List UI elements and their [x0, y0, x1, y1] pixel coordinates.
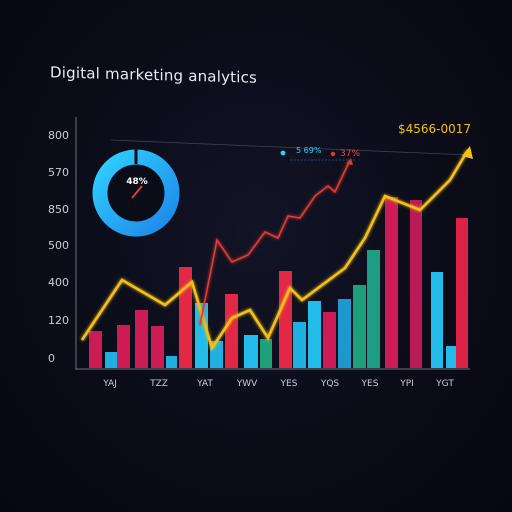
red-trend-line [199, 159, 351, 326]
bar [323, 312, 336, 368]
x-tick-label: YAJ [102, 379, 117, 389]
bar [446, 346, 456, 368]
bar [105, 352, 117, 368]
x-tick-label: YPI [399, 379, 414, 389]
bar [135, 310, 148, 368]
top-guide-line [109, 139, 471, 156]
bar [151, 326, 164, 368]
y-tick-label: 500 [48, 239, 69, 252]
cyan-annotation: 5 69% [296, 146, 322, 155]
red-arrowhead [346, 158, 353, 165]
x-tick-label: YQS [320, 379, 340, 389]
bar [279, 271, 292, 368]
gold-arrowhead [462, 146, 473, 159]
x-tick-label: YWV [236, 379, 258, 389]
bar [244, 335, 258, 368]
red-annotation: 37% [340, 149, 360, 159]
x-tick-label: YES [280, 379, 298, 389]
bar [308, 301, 321, 368]
bar [117, 325, 130, 368]
bar [166, 356, 177, 368]
bar [260, 339, 272, 368]
bar [385, 197, 398, 368]
donut-label: 48% [126, 177, 148, 187]
red-marker-dot [330, 151, 336, 157]
bar [456, 218, 468, 368]
x-tick-label: YGT [435, 379, 454, 389]
y-tick-label: 0 [48, 352, 55, 365]
bar [431, 272, 443, 368]
y-tick-label: 850 [48, 203, 69, 216]
bar [338, 299, 351, 368]
y-tick-label: 570 [48, 166, 69, 179]
bar [353, 285, 366, 368]
bar [195, 303, 208, 368]
donut-pointer [131, 185, 143, 199]
donut-chart: 48% [92, 148, 180, 237]
x-tick-label: YES [361, 379, 379, 389]
bar [367, 250, 380, 368]
x-tick-label: YAT [196, 379, 213, 389]
bar [179, 267, 192, 368]
y-tick-label: 120 [48, 314, 69, 327]
bar [225, 294, 238, 368]
x-tick-label: TZZ [149, 379, 168, 389]
y-tick-label: 800 [48, 129, 69, 142]
y-tick-label: 400 [48, 276, 69, 289]
bar [89, 331, 102, 368]
bar [410, 200, 422, 368]
gold-trend-line [80, 149, 470, 352]
bar [293, 322, 306, 368]
top-value-annotation: $4566-0017 [398, 122, 471, 136]
cyan-marker-dot [280, 150, 286, 156]
